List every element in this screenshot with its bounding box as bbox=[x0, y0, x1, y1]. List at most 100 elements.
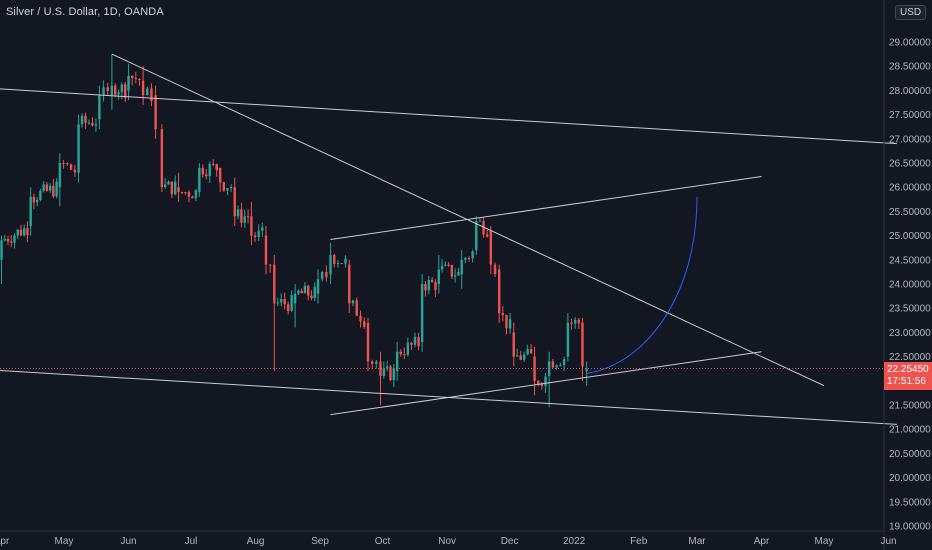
candle bbox=[80, 113, 84, 128]
drawings-group bbox=[0, 53, 897, 425]
time-axis[interactable]: Apr May Jun Jul Aug Sep Oct Nov Dec 2022 Feb Mar Apr… bbox=[0, 536, 897, 547]
candle bbox=[273, 254, 276, 372]
candle bbox=[134, 71, 138, 84]
candle bbox=[336, 260, 340, 268]
candle bbox=[84, 112, 87, 129]
candle bbox=[297, 289, 300, 296]
candle bbox=[340, 262, 343, 265]
candle bbox=[69, 163, 73, 170]
candle bbox=[114, 83, 117, 98]
candle bbox=[333, 253, 336, 268]
candle bbox=[208, 161, 211, 183]
candle bbox=[486, 229, 489, 238]
price-tick-label: 20.00000 bbox=[889, 473, 931, 484]
candle bbox=[87, 119, 91, 125]
candle bbox=[233, 177, 236, 226]
candle bbox=[430, 277, 434, 283]
time-tick-label: Apr bbox=[754, 536, 770, 547]
candle bbox=[268, 264, 272, 273]
candle bbox=[467, 256, 471, 262]
candle bbox=[58, 153, 62, 207]
candle bbox=[250, 201, 253, 246]
candle bbox=[437, 254, 440, 294]
candle bbox=[160, 124, 164, 193]
trendline[interactable] bbox=[0, 367, 897, 425]
candle bbox=[3, 234, 6, 242]
time-tick-label: Mar bbox=[688, 536, 706, 547]
candle bbox=[566, 313, 570, 362]
candle bbox=[544, 372, 547, 393]
candle bbox=[127, 63, 130, 101]
time-tick-label: Jun bbox=[880, 536, 896, 547]
candle bbox=[52, 179, 55, 199]
candle bbox=[581, 317, 584, 381]
price-tick-label: 24.00000 bbox=[889, 280, 931, 291]
candle bbox=[519, 350, 522, 361]
candle bbox=[218, 167, 222, 193]
candle bbox=[320, 270, 324, 282]
last-price-tag: 22.25450 17:51:56 bbox=[884, 362, 932, 390]
candle bbox=[23, 224, 26, 237]
price-tick-label: 29.00000 bbox=[889, 38, 931, 49]
time-tick-label: Feb bbox=[630, 536, 648, 547]
candle bbox=[413, 332, 417, 348]
candle bbox=[0, 235, 3, 284]
candle bbox=[13, 233, 16, 249]
time-tick-label: Jul bbox=[185, 536, 198, 547]
price-tick-label: 21.50000 bbox=[889, 401, 931, 412]
candle bbox=[501, 306, 505, 322]
candle bbox=[236, 205, 240, 220]
price-tick-label: 21.00000 bbox=[889, 425, 931, 436]
candle bbox=[212, 159, 215, 167]
candle bbox=[257, 224, 260, 241]
candle bbox=[551, 358, 555, 369]
candle bbox=[355, 297, 358, 317]
candle bbox=[313, 282, 316, 302]
candle bbox=[246, 209, 250, 224]
candle bbox=[395, 342, 399, 381]
time-tick-label: Jun bbox=[120, 536, 136, 547]
candle bbox=[32, 193, 36, 210]
currency-button[interactable]: USD bbox=[895, 5, 927, 20]
trendline[interactable] bbox=[0, 86, 897, 145]
arc-curve[interactable] bbox=[586, 196, 698, 375]
candle bbox=[399, 349, 402, 357]
candle bbox=[201, 164, 205, 178]
candle bbox=[222, 181, 226, 192]
last-price-value: 22.25450 bbox=[887, 364, 929, 375]
candle bbox=[280, 293, 283, 307]
candle bbox=[300, 288, 303, 294]
candle bbox=[293, 284, 297, 328]
candle bbox=[77, 114, 80, 183]
price-tick-label: 25.50000 bbox=[889, 207, 931, 218]
candle bbox=[508, 313, 512, 334]
candle bbox=[392, 364, 396, 388]
candle bbox=[497, 264, 501, 323]
candle bbox=[191, 195, 194, 199]
candle bbox=[577, 317, 581, 329]
candle bbox=[29, 187, 32, 236]
time-tick-label: Aug bbox=[247, 536, 265, 547]
price-axis[interactable]: 19.00000 19.50000 20.00000 20.50000 21.00000… bbox=[889, 38, 931, 533]
candle bbox=[261, 222, 264, 237]
candle bbox=[141, 66, 145, 105]
price-tick-label: 27.00000 bbox=[889, 134, 931, 145]
candle bbox=[434, 279, 437, 297]
price-tick-label: 26.00000 bbox=[889, 183, 931, 194]
candle bbox=[555, 364, 558, 370]
candle bbox=[450, 264, 454, 280]
candle bbox=[516, 348, 519, 357]
candle bbox=[124, 81, 127, 103]
candle bbox=[344, 255, 347, 268]
candle bbox=[19, 224, 23, 237]
trendline[interactable] bbox=[330, 176, 762, 240]
candles-group bbox=[0, 54, 588, 408]
time-tick-label: May bbox=[815, 536, 834, 547]
candle bbox=[42, 181, 45, 193]
candle bbox=[348, 259, 351, 314]
candle bbox=[559, 362, 562, 367]
price-tick-label: 28.00000 bbox=[889, 86, 931, 97]
time-tick-label: Apr bbox=[0, 536, 10, 547]
trendline[interactable] bbox=[330, 351, 762, 416]
